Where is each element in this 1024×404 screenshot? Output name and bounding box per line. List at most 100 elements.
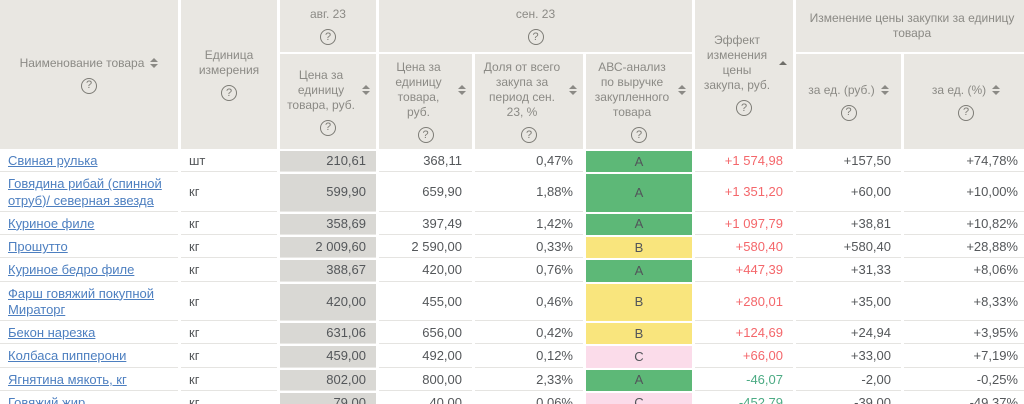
product-link[interactable]: Ягнятина мякоть, кг <box>8 371 127 387</box>
effect-cell: +1 097,79 <box>695 213 793 235</box>
column-header-share[interactable]: Доля от всего закупа за период сен. 23, … <box>475 54 583 149</box>
aug-price-cell: 802,00 <box>280 369 376 391</box>
abc-cell: A <box>586 369 692 391</box>
sort-icon[interactable] <box>150 58 159 68</box>
column-header-label: за ед. (руб.) <box>808 82 875 97</box>
sort-icon[interactable] <box>458 85 466 95</box>
column-header-unit: Единица измерения ? <box>181 0 277 149</box>
sort-icon[interactable] <box>992 85 1001 95</box>
change-pct-cell: +10,82% <box>904 213 1024 235</box>
change-pct-cell: -49,37% <box>904 392 1024 404</box>
column-header-abc-analysis[interactable]: АВС-анализ по выручке закупленного товар… <box>586 54 692 149</box>
share-cell: 1,42% <box>475 213 583 235</box>
group-header-aug-23: авг. 23 ? <box>280 0 376 52</box>
column-header-label: за ед. (%) <box>931 82 987 97</box>
product-link[interactable]: Говядина рибай (спинной отруб)/ северная… <box>8 176 162 208</box>
sep-price-cell: 420,00 <box>379 260 472 282</box>
column-header-change-rub[interactable]: за ед. (руб.) ? <box>796 54 901 149</box>
product-link[interactable]: Прошутто <box>8 239 68 254</box>
product-name-cell: Куриное филе <box>0 213 178 235</box>
help-icon[interactable]: ? <box>320 29 336 45</box>
effect-cell: +66,00 <box>695 346 793 368</box>
effect-cell: +124,69 <box>695 323 793 345</box>
change-rub-cell: -2,00 <box>796 369 901 391</box>
sep-price-cell: 40,00 <box>379 392 472 404</box>
table-row: Колбаса пипперони кг 459,00 492,00 0,12%… <box>0 346 1024 368</box>
group-header-sep-23: сен. 23 ? <box>379 0 692 52</box>
help-icon[interactable]: ? <box>958 104 974 121</box>
table-row: Бекон нарезка кг 631,06 656,00 0,42% B +… <box>0 323 1024 345</box>
help-icon[interactable]: ? <box>631 127 647 143</box>
abc-cell: A <box>586 151 692 173</box>
sort-icon[interactable] <box>569 85 577 95</box>
product-link[interactable]: Фарш говяжий покупной Мираторг <box>8 285 155 317</box>
column-header-product-name[interactable]: Наименование товара ? <box>0 0 178 149</box>
change-rub-cell: -39,00 <box>796 392 901 404</box>
change-pct-cell: +10,00% <box>904 174 1024 212</box>
product-name-cell: Куриное бедро филе <box>0 260 178 282</box>
help-icon[interactable]: ? <box>840 104 857 121</box>
group-header-label: Изменение цены закупки за единицу товара <box>809 11 1015 40</box>
column-header-sep-price[interactable]: Цена за единицу товара, руб. ? <box>379 54 472 149</box>
help-icon[interactable]: ? <box>527 29 544 45</box>
sep-price-cell: 659,90 <box>379 174 472 212</box>
help-icon[interactable]: ? <box>81 77 97 94</box>
sep-price-cell: 368,11 <box>379 151 472 173</box>
sort-icon[interactable] <box>362 85 370 95</box>
product-name-cell: Прошутто <box>0 237 178 259</box>
column-header-change-pct[interactable]: за ед. (%) ? <box>904 54 1024 149</box>
column-header-aug-price[interactable]: Цена за единицу товара, руб. ? <box>280 54 376 149</box>
sort-icon[interactable] <box>678 85 686 95</box>
unit-cell: кг <box>181 174 277 212</box>
change-rub-cell: +580,40 <box>796 237 901 259</box>
group-header-label: авг. 23 <box>310 7 346 21</box>
aug-price-cell: 79,00 <box>280 392 376 404</box>
effect-cell: +280,01 <box>695 283 793 321</box>
share-cell: 0,42% <box>475 323 583 345</box>
product-link[interactable]: Куриное филе <box>8 215 95 231</box>
sort-ascending-icon[interactable] <box>779 61 787 65</box>
help-icon[interactable]: ? <box>417 127 434 143</box>
unit-cell: кг <box>181 213 277 235</box>
help-icon[interactable]: ? <box>320 119 336 136</box>
product-name-cell: Ягнятина мякоть, кг <box>0 369 178 391</box>
unit-cell: кг <box>181 237 277 259</box>
product-name-cell: Свиная рулька <box>0 151 178 173</box>
aug-price-cell: 599,90 <box>280 174 376 212</box>
help-icon[interactable]: ? <box>736 100 752 116</box>
aug-price-cell: 631,06 <box>280 323 376 345</box>
help-icon[interactable]: ? <box>521 127 537 143</box>
effect-cell: -452,79 <box>695 392 793 404</box>
column-header-effect[interactable]: Эффект изменения цены закупа, руб. ? <box>695 0 793 149</box>
product-link[interactable]: Говяжий жир <box>8 394 86 404</box>
sort-icon[interactable] <box>880 85 889 95</box>
sep-price-cell: 800,00 <box>379 369 472 391</box>
table-row: Ягнятина мякоть, кг кг 802,00 800,00 2,3… <box>0 369 1024 391</box>
change-pct-cell: +74,78% <box>904 151 1024 173</box>
share-cell: 0,06% <box>475 392 583 404</box>
product-link[interactable]: Колбаса пипперони <box>8 348 127 364</box>
unit-cell: кг <box>181 283 277 321</box>
product-link[interactable]: Свиная рулька <box>8 153 98 168</box>
product-link[interactable]: Куриное бедро филе <box>8 262 135 278</box>
product-name-cell: Колбаса пипперони <box>0 346 178 368</box>
sep-price-cell: 2 590,00 <box>379 237 472 259</box>
table-row: Говядина рибай (спинной отруб)/ северная… <box>0 174 1024 212</box>
product-name-cell: Бекон нарезка <box>0 323 178 345</box>
aug-price-cell: 210,61 <box>280 151 376 173</box>
aug-price-cell: 459,00 <box>280 346 376 368</box>
unit-cell: кг <box>181 260 277 282</box>
sep-price-cell: 656,00 <box>379 323 472 345</box>
column-header-label: Наименование товара <box>19 55 145 70</box>
abc-cell: B <box>586 237 692 259</box>
unit-cell: шт <box>181 151 277 173</box>
product-link[interactable]: Бекон нарезка <box>8 325 96 340</box>
change-pct-cell: +8,06% <box>904 260 1024 282</box>
column-header-label: Доля от всего закупа за период сен. 23, … <box>483 60 561 119</box>
aug-price-cell: 358,69 <box>280 213 376 235</box>
sep-price-cell: 397,49 <box>379 213 472 235</box>
help-icon[interactable]: ? <box>221 85 237 101</box>
share-cell: 0,76% <box>475 260 583 282</box>
